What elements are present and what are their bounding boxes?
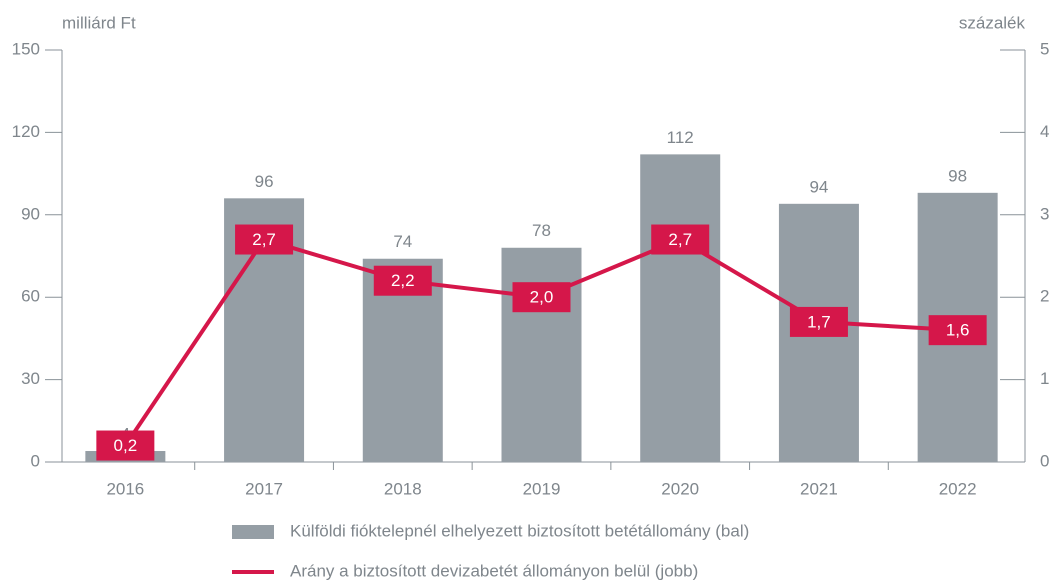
- bar: [640, 154, 721, 462]
- point-label: 2,7: [252, 230, 276, 249]
- y-tick-label: 60: [21, 287, 40, 306]
- point-label: 2,0: [530, 288, 554, 307]
- point-label-box: [512, 282, 571, 313]
- point-label-box: [789, 306, 848, 337]
- y2-tick-label: 2: [1040, 287, 1049, 306]
- bar-value-label: 74: [393, 232, 412, 251]
- point-label: 2,2: [391, 271, 415, 290]
- x-tick-label: 2016: [106, 479, 144, 498]
- y-tick-label: 90: [21, 204, 40, 223]
- bar: [501, 247, 582, 462]
- y2-tick-label: 3: [1040, 204, 1049, 223]
- x-tick-label: 2019: [523, 479, 561, 498]
- point-label-box: [651, 224, 710, 255]
- point-label: 1,6: [946, 321, 970, 340]
- y-tick-label: 30: [21, 369, 40, 388]
- point-label: 2,7: [668, 230, 692, 249]
- point-label-box: [373, 265, 432, 296]
- point-label-box: [928, 315, 987, 346]
- y-tick-label: 150: [12, 39, 40, 58]
- y2-tick-label: 0: [1040, 451, 1049, 470]
- legend-label: Arány a biztosított devizabetét állomány…: [290, 561, 698, 580]
- legend-swatch: [232, 525, 274, 539]
- x-tick-label: 2017: [245, 479, 283, 498]
- y2-axis-label: százalék: [959, 13, 1026, 32]
- bar-value-label: 98: [948, 166, 967, 185]
- x-tick-label: 2018: [384, 479, 422, 498]
- y2-tick-label: 1: [1040, 369, 1049, 388]
- x-tick-label: 2022: [939, 479, 977, 498]
- y-tick-label: 0: [31, 451, 40, 470]
- legend-label: Külföldi fióktelepnél elhelyezett biztos…: [290, 521, 749, 540]
- bar-value-label: 96: [255, 172, 274, 191]
- y-axis-label: milliárd Ft: [62, 13, 136, 32]
- point-label: 1,7: [807, 312, 831, 331]
- y-tick-label: 120: [12, 122, 40, 141]
- bar-value-label: 112: [667, 128, 694, 147]
- point-label-box: [235, 224, 294, 255]
- point-label-box: [96, 430, 155, 461]
- bar-value-label: 94: [809, 177, 828, 196]
- y2-tick-label: 4: [1040, 122, 1049, 141]
- x-tick-label: 2020: [661, 479, 699, 498]
- bar-value-label: 78: [532, 221, 551, 240]
- point-label: 0,2: [114, 436, 138, 455]
- x-tick-label: 2021: [800, 479, 838, 498]
- y2-tick-label: 5: [1040, 39, 1049, 58]
